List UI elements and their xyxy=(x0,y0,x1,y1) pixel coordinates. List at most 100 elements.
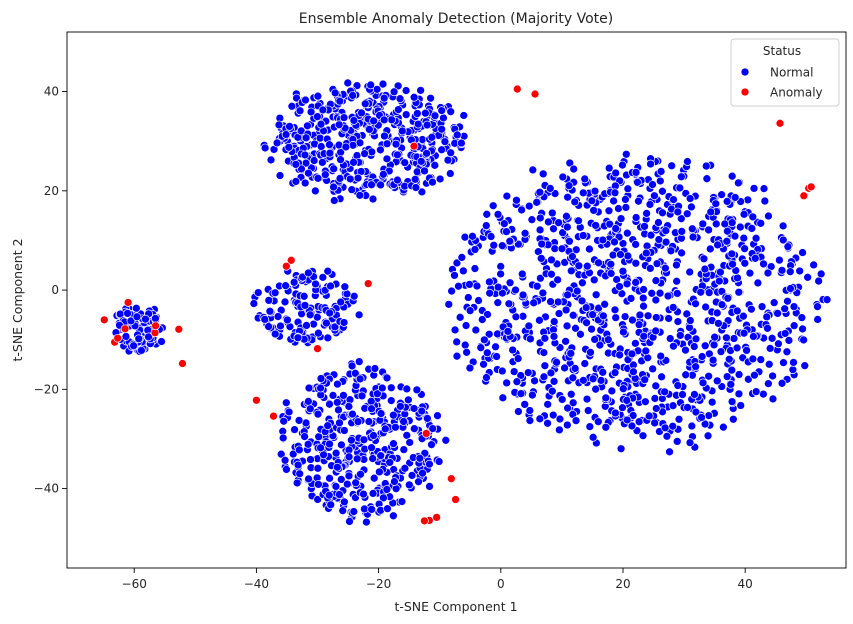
normal-point xyxy=(756,218,766,228)
normal-point xyxy=(591,384,601,394)
normal-point xyxy=(685,194,695,203)
normal-point xyxy=(712,376,722,386)
normal-point xyxy=(651,295,661,305)
normal-point xyxy=(270,288,280,298)
normal-point xyxy=(264,322,273,331)
normal-point xyxy=(334,405,343,415)
normal-point xyxy=(349,116,359,125)
normal-point xyxy=(606,259,616,269)
normal-point xyxy=(294,416,304,425)
normal-point xyxy=(425,459,434,469)
normal-point xyxy=(578,231,588,240)
normal-point xyxy=(391,139,401,149)
normal-point xyxy=(783,296,792,306)
normal-point xyxy=(331,482,341,491)
normal-point xyxy=(496,262,506,271)
normal-point xyxy=(349,507,359,516)
normal-point xyxy=(690,390,699,399)
normal-point xyxy=(302,321,311,330)
normal-point xyxy=(553,297,563,307)
normal-point xyxy=(722,197,732,206)
normal-point xyxy=(732,343,742,353)
normal-point xyxy=(347,435,356,445)
normal-point xyxy=(121,332,131,341)
normal-point xyxy=(535,225,545,235)
normal-point xyxy=(452,258,462,268)
normal-point xyxy=(798,248,807,257)
normal-point xyxy=(352,454,362,464)
normal-point xyxy=(615,282,624,291)
normal-point xyxy=(370,364,380,373)
normal-point xyxy=(382,485,392,494)
x-tick-label: −40 xyxy=(244,577,269,591)
normal-point xyxy=(631,338,640,348)
normal-point xyxy=(304,168,313,178)
normal-point xyxy=(669,341,678,351)
normal-point xyxy=(711,199,721,209)
normal-point xyxy=(748,212,758,222)
normal-point xyxy=(628,411,638,420)
normal-point xyxy=(344,402,354,411)
normal-point xyxy=(379,169,388,179)
normal-point xyxy=(697,352,707,361)
normal-point xyxy=(253,288,263,297)
normal-point xyxy=(357,391,367,401)
normal-point xyxy=(610,368,620,377)
normal-point xyxy=(642,209,651,218)
normal-point xyxy=(366,396,376,406)
normal-point xyxy=(486,232,496,241)
normal-point xyxy=(646,159,655,169)
normal-point xyxy=(564,181,574,191)
normal-point xyxy=(347,361,357,371)
normal-point xyxy=(723,293,733,303)
normal-point xyxy=(369,431,378,440)
normal-point xyxy=(351,478,361,488)
normal-point xyxy=(660,423,670,433)
normal-point xyxy=(696,287,706,297)
normal-point xyxy=(465,306,475,315)
normal-point xyxy=(610,237,619,247)
normal-point xyxy=(701,161,711,171)
normal-point xyxy=(745,268,755,278)
normal-point xyxy=(604,163,614,173)
normal-point xyxy=(452,130,462,140)
normal-point xyxy=(368,194,378,204)
normal-point xyxy=(345,174,355,184)
normal-point xyxy=(355,374,365,384)
anomaly-point xyxy=(363,279,373,288)
normal-point xyxy=(281,130,291,139)
normal-point xyxy=(668,421,678,431)
normal-point xyxy=(144,332,153,342)
normal-point xyxy=(784,336,794,345)
anomaly-point xyxy=(269,411,278,421)
normal-point xyxy=(589,275,599,285)
normal-point xyxy=(600,299,610,309)
anomaly-point xyxy=(421,429,431,438)
normal-point xyxy=(674,414,684,424)
normal-point xyxy=(717,190,726,199)
normal-point xyxy=(460,232,470,242)
normal-point xyxy=(290,425,299,434)
normal-point xyxy=(708,355,718,365)
normal-point xyxy=(348,409,357,419)
normal-point xyxy=(491,342,500,352)
normal-point xyxy=(375,467,384,477)
normal-point xyxy=(394,105,403,114)
normal-point xyxy=(700,419,710,429)
normal-point xyxy=(513,354,523,363)
normal-point xyxy=(711,219,721,229)
normal-point xyxy=(512,377,522,387)
normal-point xyxy=(633,177,642,187)
normal-point xyxy=(655,288,665,298)
normal-point xyxy=(587,196,597,206)
normal-point xyxy=(651,381,661,391)
normal-point xyxy=(546,368,556,378)
normal-point xyxy=(580,174,590,184)
anomaly-point xyxy=(420,516,429,526)
normal-point xyxy=(329,164,339,174)
normal-point xyxy=(742,346,751,355)
normal-point xyxy=(570,364,580,373)
normal-point xyxy=(539,372,549,382)
normal-point xyxy=(562,321,572,331)
normal-point xyxy=(643,311,653,321)
